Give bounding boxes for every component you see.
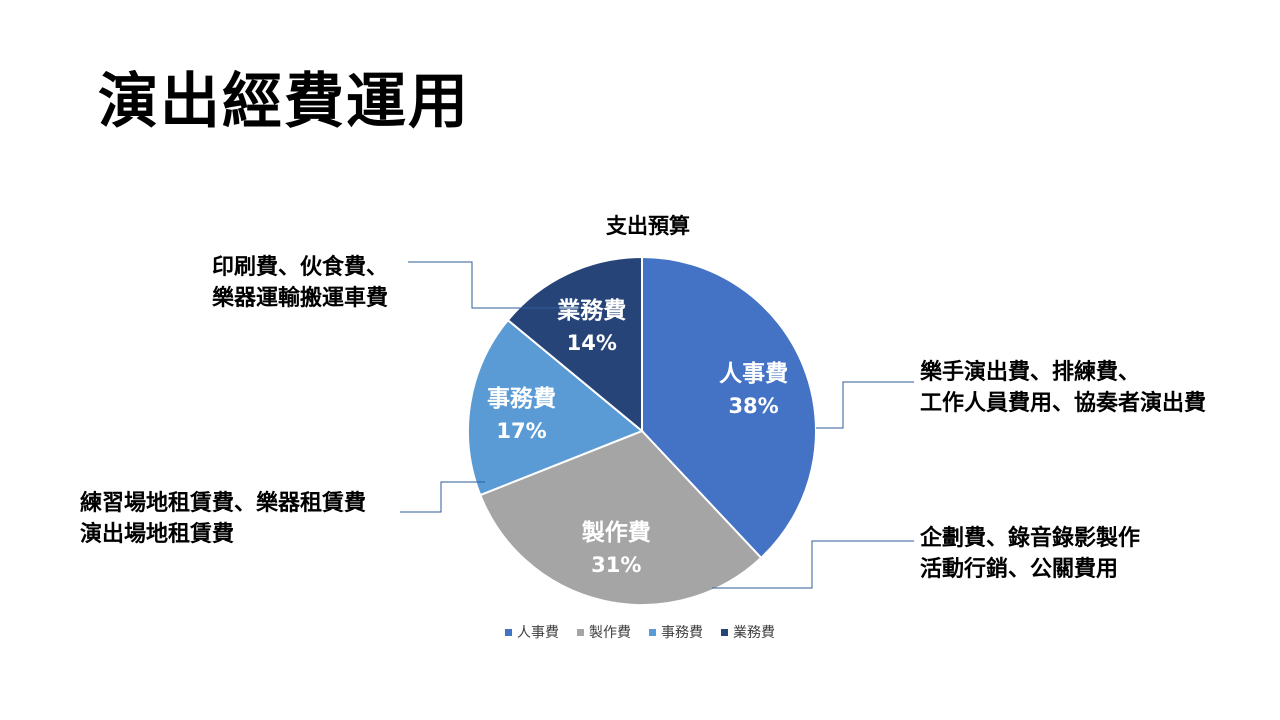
chart-title: 支出預算 [606,214,690,238]
legend-label: 業務費 [733,625,775,641]
legend-label: 事務費 [661,625,703,641]
data-label-percent: 17% [496,419,546,443]
data-label-percent: 38% [728,394,778,418]
pie-slice-production [478,429,763,606]
data-label-category: 事務費 [487,385,556,412]
annotation-line: 樂器運輸搬運車費 [212,286,389,311]
legend-swatch [505,628,512,636]
data-label-percent: 14% [567,331,617,355]
leader-line-production [712,540,914,589]
annotation-line: 企劃費、錄音錄影製作 [920,526,1141,551]
legend-label: 製作費 [589,625,631,641]
legend-item: 人事費 [505,622,559,642]
annotation-business: 印刷費、伙食費、 樂器運輸搬運車費 [212,252,388,314]
legend-item: 事務費 [649,622,703,642]
annotation-line: 演出場地租賃費 [80,522,235,547]
leader-line-business [408,261,580,309]
leader-line-personnel [816,381,914,429]
data-label-category: 製作費 [581,519,651,546]
annotation-office: 練習場地租賃費、樂器租賃費 演出場地租賃費 [80,488,366,550]
annotation-line: 工作人員費用、協奏者演出費 [920,391,1207,416]
legend-label: 人事費 [517,625,559,641]
chart-legend: 人事費 製作費 事務費 業務費 [0,622,1280,642]
data-label-category: 業務費 [556,297,626,324]
leader-line-office [400,481,485,513]
legend-swatch [721,628,728,636]
slide-title: 演出經費運用 [98,67,470,137]
annotation-personnel: 樂手演出費、排練費、 工作人員費用、協奏者演出費 [920,357,1206,419]
legend-item: 業務費 [721,622,775,642]
legend-item: 製作費 [577,622,631,642]
data-label-category: 人事費 [719,361,788,387]
annotation-line: 樂手演出費、排練費、 [920,360,1141,385]
annotation-line: 活動行銷、公關費用 [920,557,1119,582]
annotation-line: 印刷費、伙食費、 [212,255,389,280]
annotation-production: 企劃費、錄音錄影製作 活動行銷、公關費用 [920,523,1140,585]
legend-swatch [577,628,584,636]
pie-slice-office [467,318,644,497]
data-label-percent: 31% [591,553,641,577]
legend-swatch [649,628,656,636]
pie-slice-personnel [641,255,817,560]
annotation-line: 練習場地租賃費、樂器租賃費 [80,491,367,516]
pie-slice-business [506,255,643,434]
